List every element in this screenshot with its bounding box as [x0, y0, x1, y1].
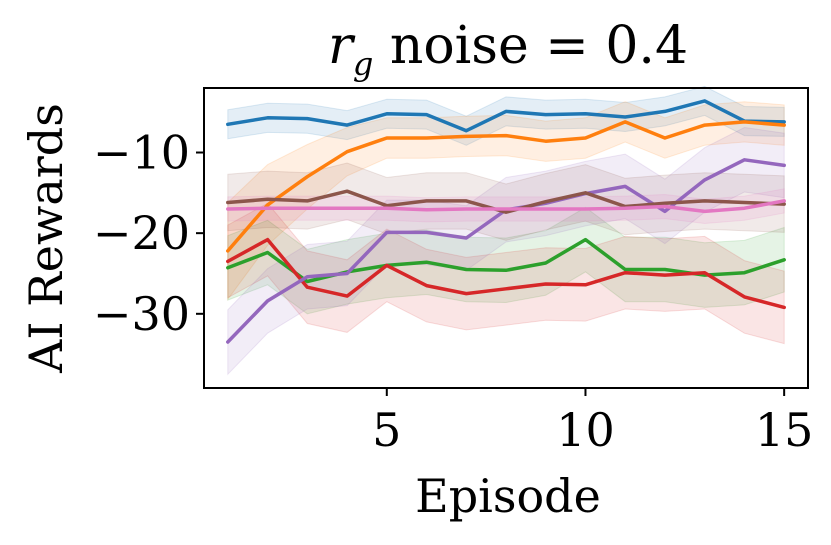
series-3-band	[227, 206, 785, 315]
series-6-line	[226, 189, 786, 214]
chart-title-text: noise = 0.4	[373, 16, 688, 76]
series-1-line	[226, 99, 786, 133]
series-1-band	[227, 85, 785, 146]
y-axis-label: AI Rewards	[19, 103, 73, 374]
x-tick-label-10: 10	[556, 403, 615, 457]
x-tick-label-5: 5	[372, 403, 401, 457]
series-lines	[226, 99, 786, 344]
y-tick-label-20: −20	[93, 206, 190, 260]
series-7-line	[226, 199, 786, 214]
series-2-line	[226, 120, 786, 253]
series-2-band	[227, 101, 785, 301]
chart-title: rg noise = 0.4	[328, 16, 688, 83]
plot-frame	[203, 87, 809, 389]
x-axis-ticks: 5 10 15	[372, 388, 813, 457]
y-tick-label-10: −10	[93, 126, 190, 180]
series-4-line	[226, 237, 786, 310]
x-axis-label: Episode	[415, 469, 601, 523]
chart-title-symbol: r	[328, 16, 356, 76]
y-axis-ticks: −10 −20 −30	[93, 126, 204, 341]
y-tick-label-30: −30	[93, 287, 190, 341]
chart-title-subscript: g	[353, 45, 373, 83]
x-tick-label-15: 15	[755, 403, 814, 457]
series-4-band	[227, 202, 785, 345]
confidence-bands	[227, 85, 785, 376]
